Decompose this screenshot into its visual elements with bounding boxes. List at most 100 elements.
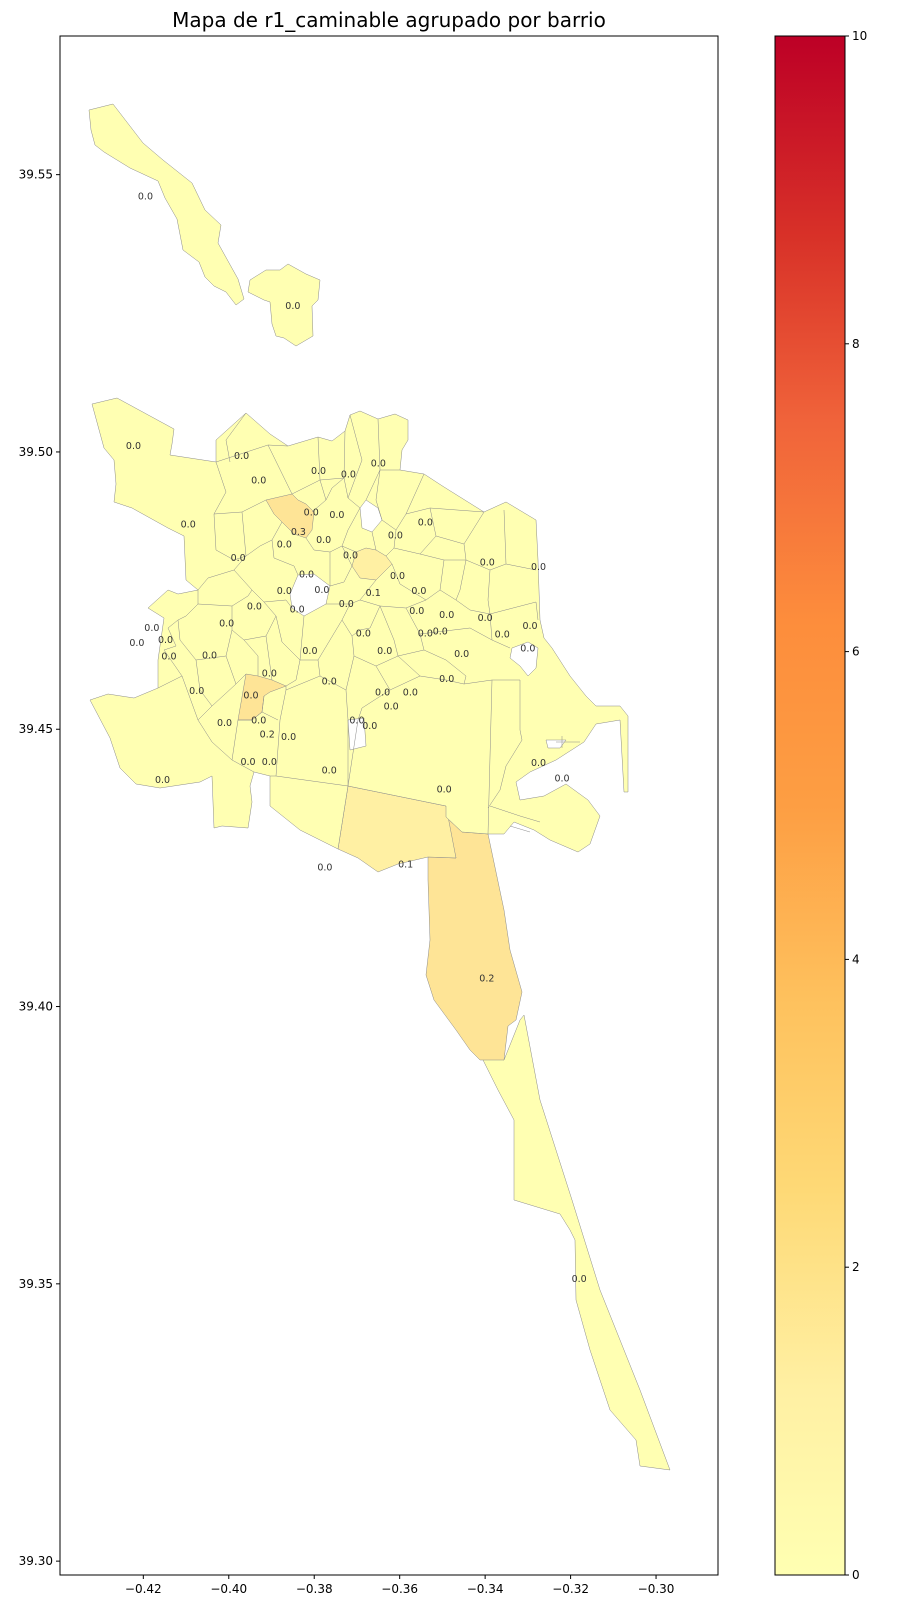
region-north-island[interactable] — [88, 103, 245, 306]
map-gap — [289, 573, 331, 617]
region-value-label: 0.0 — [155, 775, 170, 786]
region-south-coast[interactable] — [479, 1014, 671, 1471]
region-value-label: 0.0 — [520, 643, 535, 654]
region-value-label: 0.0 — [277, 586, 292, 597]
region-value-label: 0.0 — [138, 191, 153, 202]
x-tick-label: −0.36 — [381, 1582, 418, 1596]
region-value-label: 0.0 — [158, 635, 173, 646]
region-value-label: 0.1 — [366, 588, 381, 599]
region-value-label: 0.0 — [317, 862, 332, 873]
region-value-label: 0.0 — [409, 606, 424, 617]
region-value-label: 0.0 — [240, 757, 255, 768]
region-value-label: 0.0 — [181, 520, 196, 531]
x-tick-label: −0.30 — [638, 1582, 675, 1596]
region-value-label: 0.0 — [144, 623, 159, 634]
region-value-label: 0.0 — [189, 686, 204, 697]
colorbar-tick-label: 2 — [852, 1260, 860, 1274]
region-value-label: 0.0 — [522, 621, 537, 632]
region-value-label: 0.0 — [217, 718, 232, 729]
region-value-label: 0.0 — [439, 674, 454, 685]
region-value-label: 0.0 — [377, 646, 392, 657]
region-value-label: 0.0 — [311, 466, 326, 477]
region-value-label: 0.0 — [285, 301, 300, 312]
colorbar-tick-label: 10 — [852, 29, 867, 43]
region-city-body[interactable] — [89, 397, 629, 853]
colorbar-tick-label: 4 — [852, 952, 860, 966]
region-value-label: 0.0 — [375, 688, 390, 699]
region-value-label: 0.0 — [495, 629, 510, 640]
region-value-label: 0.0 — [277, 540, 292, 551]
x-tick-label: −0.34 — [467, 1582, 504, 1596]
region-value-label: 0.0 — [572, 1274, 587, 1285]
region-district-03[interactable] — [265, 493, 315, 539]
y-tick-label: 39.40 — [19, 1000, 53, 1014]
y-tick-label: 39.55 — [19, 168, 53, 182]
region-value-label: 0.0 — [262, 668, 277, 679]
region-value-label: 0.0 — [219, 618, 234, 629]
x-tick-label: −0.38 — [296, 1582, 333, 1596]
region-value-label: 0.0 — [243, 690, 258, 701]
region-value-label: 0.0 — [290, 605, 305, 616]
region-value-label: 0.0 — [304, 507, 319, 518]
y-tick-label: 39.45 — [19, 722, 53, 736]
y-tick-label: 39.35 — [19, 1277, 53, 1291]
region-value-label: 0.0 — [314, 585, 329, 596]
colorbar-tick-label: 6 — [852, 645, 860, 659]
region-value-label: 0.0 — [299, 570, 314, 581]
region-value-label: 0.1 — [398, 860, 413, 871]
x-axis-ticks: −0.42 −0.40 −0.38 −0.36 −0.34 −0.32 −0.30 — [125, 1575, 675, 1596]
x-tick-label: −0.32 — [552, 1582, 589, 1596]
region-value-label: 0.0 — [411, 586, 426, 597]
region-value-label: 0.0 — [129, 638, 144, 649]
region-value-label: 0.0 — [403, 688, 418, 699]
region-value-label: 0.0 — [531, 758, 546, 769]
region-value-label: 0.0 — [126, 441, 141, 452]
y-axis-ticks: 39.30 39.35 39.40 39.45 39.50 39.55 — [19, 168, 60, 1568]
region-value-label: 0.0 — [251, 475, 266, 486]
region-value-label: 0.0 — [316, 535, 331, 546]
region-value-label: 0.0 — [437, 785, 452, 796]
colorbar-tick-label: 8 — [852, 337, 860, 351]
region-value-label: 0.0 — [384, 702, 399, 713]
region-value-label: 0.0 — [362, 721, 377, 732]
region-value-label: 0.0 — [231, 553, 246, 564]
region-value-label: 0.0 — [341, 470, 356, 481]
region-value-label: 0.0 — [371, 459, 386, 470]
region-value-label: 0.0 — [554, 774, 569, 785]
chart-title: Mapa de r1_caminable agrupado por barrio — [172, 8, 606, 32]
region-value-label: 0.2 — [260, 729, 275, 740]
region-value-label: 0.0 — [161, 652, 176, 663]
region-value-label: 0.0 — [302, 646, 317, 657]
region-labels: 0.0 0.0 0.0 0.0 0.0 0.0 0.0 0.0 0.0 0.3 0.0 0.0 0.0 0… — [126, 191, 587, 1285]
region-value-label: 0.0 — [356, 628, 371, 639]
region-value-label: 0.0 — [322, 677, 337, 688]
region-value-label: 0.0 — [262, 757, 277, 768]
region-value-label: 0.0 — [339, 599, 354, 610]
y-tick-label: 39.50 — [19, 445, 53, 459]
region-value-label: 0.0 — [454, 649, 469, 660]
region-value-label: 0.0 — [251, 715, 266, 726]
region-value-label: 0.0 — [349, 715, 364, 726]
district-boundaries — [157, 412, 539, 835]
colorbar-tick-label: 0 — [852, 1568, 860, 1582]
map-gap — [509, 641, 539, 677]
region-value-label: 0.0 — [480, 557, 495, 568]
region-value-label: 0.0 — [329, 510, 344, 521]
region-value-label: 0.0 — [478, 613, 493, 624]
region-value-label: 0.0 — [247, 602, 262, 613]
region-value-label: 0.0 — [390, 571, 405, 582]
region-value-label: 0.0 — [418, 517, 433, 528]
region-north-island-2[interactable] — [247, 263, 321, 347]
region-value-label: 0.0 — [322, 765, 337, 776]
region-value-label: 0.0 — [343, 551, 358, 562]
region-value-label: 0.0 — [202, 651, 217, 662]
region-value-label: 0.2 — [479, 973, 494, 984]
region-south-light[interactable] — [337, 785, 457, 873]
region-value-label: 0.0 — [531, 562, 546, 573]
colorbar-ticks: 0 2 4 6 8 10 — [845, 29, 867, 1582]
y-tick-label: 39.30 — [19, 1554, 53, 1568]
x-tick-label: −0.42 — [125, 1582, 162, 1596]
map-layer: 0.0 0.0 0.0 0.0 0.0 0.0 0.0 0.0 0.0 0.3 0.0 0.0 0.0 0… — [88, 103, 671, 1471]
region-value-label: 0.0 — [281, 732, 296, 743]
region-value-label: 0.3 — [291, 527, 306, 538]
